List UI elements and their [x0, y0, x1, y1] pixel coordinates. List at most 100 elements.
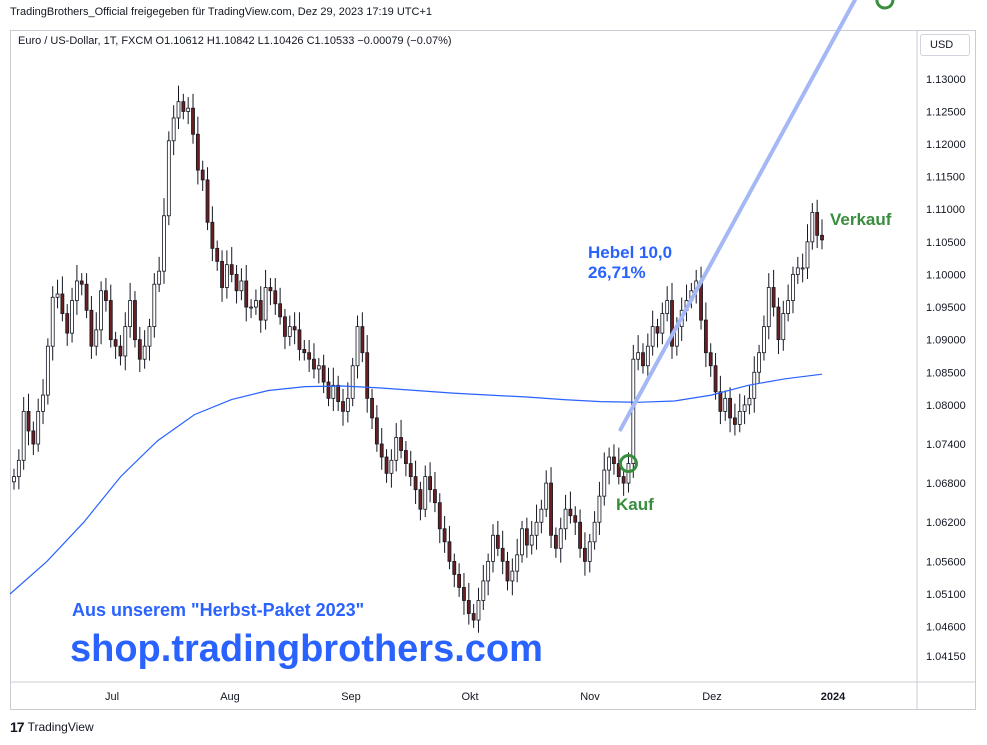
candle-body [457, 574, 462, 588]
candle-body [302, 349, 307, 354]
candle-body [418, 489, 423, 510]
candle-body [766, 287, 771, 328]
candle-body [718, 391, 723, 412]
candle-body [273, 290, 278, 305]
y-tick-label: 1.12500 [926, 106, 966, 118]
candle-body [292, 326, 297, 331]
candle-body [365, 352, 370, 399]
candle-body [505, 560, 510, 582]
candle-body [510, 570, 515, 582]
candle-body [462, 587, 466, 601]
y-tick-label: 1.10000 [926, 269, 966, 281]
candle-body [108, 300, 113, 341]
candle-body [423, 476, 428, 510]
candle-body [399, 437, 403, 451]
candle-body [31, 430, 36, 445]
candle-body [786, 300, 791, 314]
sell-label: Verkauf [830, 210, 892, 229]
y-tick-label: 1.08500 [926, 367, 966, 379]
candle-body [70, 300, 74, 334]
candle-body [795, 267, 800, 275]
candle-body [345, 397, 350, 412]
candle-body [549, 482, 553, 536]
y-tick-label: 1.09000 [926, 335, 966, 347]
candle-body [244, 280, 249, 308]
candle-body [481, 580, 486, 601]
candle-body [757, 352, 762, 373]
candle-body [650, 326, 655, 347]
candle-body [394, 437, 399, 461]
candle-body [466, 600, 471, 614]
y-tick-label: 1.11500 [926, 172, 965, 184]
x-tick-label: 2024 [821, 691, 846, 703]
candle-body [597, 495, 602, 523]
candle-body [636, 352, 641, 360]
candle-body [708, 352, 713, 367]
candle-body [583, 547, 587, 562]
candle-body [389, 459, 394, 474]
candle-body [437, 502, 442, 530]
candle-body [94, 329, 99, 347]
footer-brand[interactable]: TradingView [27, 720, 94, 734]
buy-marker [618, 454, 638, 474]
candle-body [26, 410, 31, 432]
x-tick-label: Dez [702, 691, 722, 703]
candle-body [133, 300, 137, 341]
candle-body [486, 560, 491, 582]
candle-body [612, 456, 616, 464]
candle-body [433, 489, 437, 504]
candle-body [568, 508, 573, 517]
candle-body [331, 384, 336, 399]
candle-body [452, 560, 457, 575]
candle-body [728, 397, 732, 419]
y-tick-label: 1.13000 [926, 74, 966, 86]
candle-body [520, 528, 524, 556]
candle-body [104, 290, 108, 301]
promo-url[interactable]: shop.tradingbrothers.com [70, 628, 543, 670]
candle-body [374, 417, 379, 445]
symbol-legend[interactable]: Euro / US-Dollar, 1T, FXCM O1.10612 H1.1… [18, 35, 452, 47]
candle-body [171, 117, 176, 142]
candle-body [36, 410, 41, 445]
candle-body [297, 329, 302, 350]
x-tick-label: Sep [341, 691, 361, 703]
candle-body [665, 300, 670, 314]
candle-body [626, 463, 631, 484]
candle-body [157, 270, 162, 285]
candle-body [747, 397, 752, 406]
candle-body [278, 303, 283, 318]
candle-body [229, 264, 234, 275]
candle-body [592, 521, 597, 543]
candle-body [350, 365, 355, 399]
candle-body [258, 300, 263, 321]
trend-arrow-line [618, 0, 857, 432]
candle-body [810, 212, 815, 243]
candle-body [326, 381, 331, 399]
candle-body [186, 107, 191, 112]
candle-body [413, 476, 418, 491]
currency-button[interactable]: USD [920, 34, 970, 56]
candle-body [742, 404, 747, 412]
candle-body [733, 417, 737, 425]
candle-body [137, 339, 142, 360]
candle-body [404, 450, 408, 464]
y-tick-label: 1.05100 [926, 589, 966, 601]
candle-body [234, 274, 239, 292]
candle-body [195, 133, 200, 171]
candle-body [118, 345, 123, 357]
candle-body [491, 534, 495, 562]
candle-body [408, 463, 413, 477]
candle-body [312, 358, 316, 370]
candle-body [249, 306, 253, 309]
candle-body [370, 397, 374, 419]
candle-body [147, 326, 152, 347]
candle-body [128, 300, 133, 328]
candle-body [16, 459, 21, 477]
candle-body [21, 410, 26, 461]
candle-body [307, 352, 312, 360]
y-tick-label: 1.12000 [926, 139, 966, 151]
candle-body [79, 280, 84, 285]
candle-body [316, 365, 321, 370]
candle-body [287, 326, 292, 337]
